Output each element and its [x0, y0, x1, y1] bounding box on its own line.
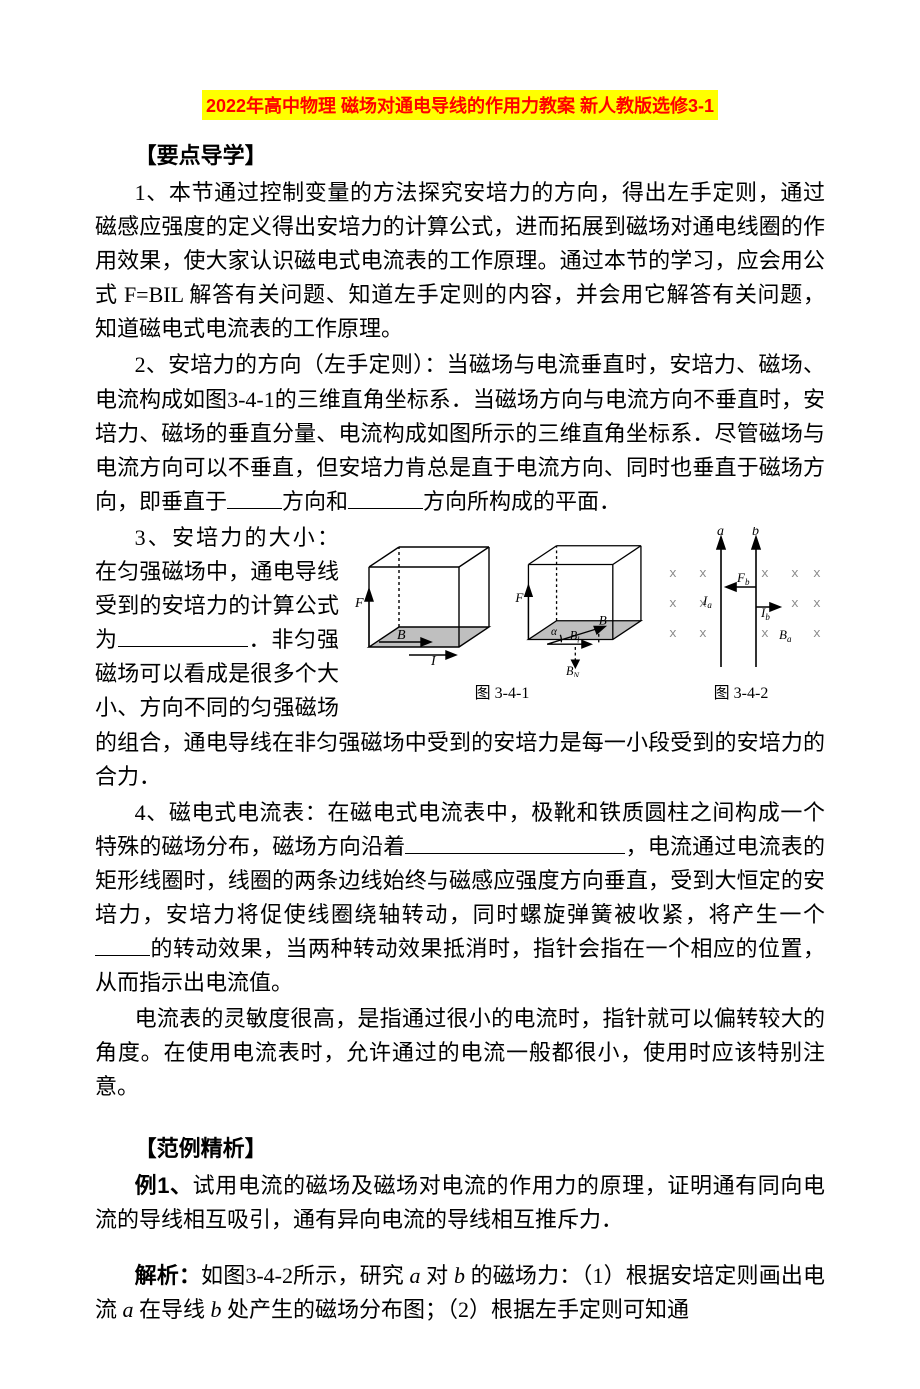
blank-5: [95, 933, 150, 956]
sol-e: 处产生的磁场分布图；（2）根据左手定则可知通: [222, 1297, 690, 1322]
label-Fb: Fb: [736, 570, 750, 587]
cube-diagram-2: F B Bl BN α: [505, 527, 655, 677]
para-2-b: 方向和: [282, 489, 348, 514]
svg-text:x: x: [699, 566, 707, 581]
caption-3-4-1: 图 3-4-1: [475, 679, 530, 703]
svg-text:x: x: [813, 596, 821, 611]
var-a-1: a: [410, 1263, 421, 1288]
example-1-label: 例1、: [135, 1173, 193, 1198]
label-B1: B: [397, 628, 406, 643]
svg-text:x: x: [761, 626, 769, 641]
para-5: 电流表的灵敏度很高，是指通过很小的电流时，指针就可以偏转较大的角度。在使用电流表…: [95, 1002, 825, 1104]
sol-a: 如图3-4-2所示，研究: [201, 1263, 409, 1288]
blank-4: [405, 831, 625, 854]
para-1: 1、本节通过控制变量的方法探究安培力的方向，得出左手定则，通过磁感应强度的定义得…: [95, 176, 825, 346]
label-F2: F: [514, 590, 524, 605]
label-b: b: [752, 527, 759, 539]
para-4: 4、磁电式电流表：在磁电式电流表中，极靴和铁质圆柱之间构成一个特殊的磁场分布，磁…: [95, 796, 825, 1001]
blank-2: [348, 486, 423, 509]
svg-text:x: x: [791, 566, 799, 581]
document-title: 2022年高中物理 磁场对通电导线的作用力教案 新人教版选修3-1: [202, 90, 718, 120]
svg-text:x: x: [761, 566, 769, 581]
var-b-2: b: [211, 1297, 222, 1322]
label-a: a: [717, 527, 724, 539]
para-2: 2、安培力的方向（左手定则）：当磁场与电流垂直时，安培力、磁场、电流构成如图3-…: [95, 348, 825, 518]
para-4-c: 的转动效果，当两种转动效果抵消时，指针会指在一个相应的位置，从而指示出电流值。: [95, 936, 825, 995]
label-Ia: Ia: [702, 593, 712, 610]
svg-text:x: x: [669, 626, 677, 641]
cube-diagram-1: F B I: [349, 527, 499, 677]
var-b-1: b: [454, 1263, 465, 1288]
example-1: 例1、试用电流的磁场及磁场对电流的作用力的原理，证明通有同向电流的导线相互吸引，…: [95, 1169, 825, 1237]
section-1-heading: 【要点导学】: [95, 138, 825, 170]
var-a-2: a: [123, 1297, 134, 1322]
label-I1: I: [430, 654, 437, 669]
solution-label: 解析：: [135, 1263, 201, 1288]
label-F1: F: [354, 596, 364, 611]
svg-text:x: x: [699, 626, 707, 641]
document-page: 2022年高中物理 磁场对通电导线的作用力教案 新人教版选修3-1 【要点导学】…: [0, 0, 920, 1389]
solution: 解析：如图3-4-2所示，研究 a 对 b 的磁场力：（1）根据安培定则画出电流…: [95, 1259, 825, 1327]
title-wrap: 2022年高中物理 磁场对通电导线的作用力教案 新人教版选修3-1: [95, 90, 825, 120]
figure-3-4-1: F B I: [349, 527, 655, 703]
svg-text:x: x: [669, 566, 677, 581]
blank-3: [118, 624, 248, 647]
para-2-c: 方向所构成的平面．: [423, 489, 621, 514]
field-diagram: xxxxx xxxx xxxx: [661, 527, 821, 677]
svg-text:x: x: [813, 566, 821, 581]
sol-b: 对: [421, 1263, 454, 1288]
section-2-heading: 【范例精析】: [95, 1131, 825, 1163]
svg-text:x: x: [669, 596, 677, 611]
label-Ba: Ba: [779, 627, 792, 644]
caption-3-4-2: 图 3-4-2: [714, 679, 769, 703]
para-3-block: F B I: [95, 521, 825, 796]
figure-3-4-2: xxxxx xxxx xxxx: [661, 527, 821, 703]
figure-group: F B I: [349, 527, 825, 703]
sol-d: 在导线: [134, 1297, 211, 1322]
svg-text:x: x: [791, 596, 799, 611]
svg-text:x: x: [813, 626, 821, 641]
blank-1: [227, 486, 282, 509]
example-1-text: 试用电流的磁场及磁场对电流的作用力的原理，证明通有同向电流的导线相互吸引，通有异…: [95, 1173, 825, 1232]
label-B2: B: [599, 612, 607, 627]
label-BN: BN: [566, 664, 580, 677]
